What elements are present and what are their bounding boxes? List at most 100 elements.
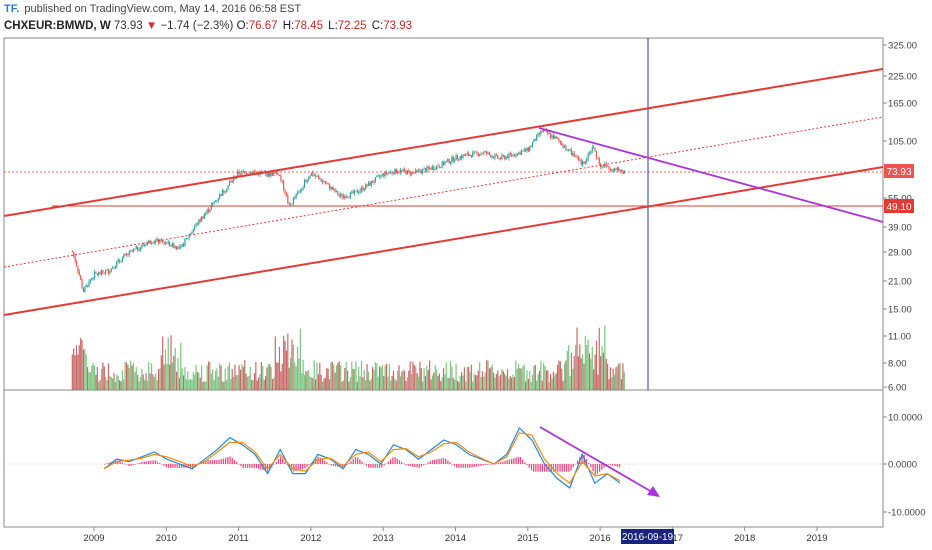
macd-histogram-bar xyxy=(473,464,475,467)
candle-body xyxy=(417,169,420,171)
volume-bar xyxy=(210,373,212,390)
volume-bar xyxy=(491,364,493,390)
volume-bar xyxy=(141,368,143,390)
volume-bar xyxy=(559,361,561,390)
macd-histogram-bar xyxy=(282,458,284,464)
channel-median-line[interactable] xyxy=(3,116,884,268)
time-tick-label: 2012 xyxy=(300,533,321,544)
candle-body xyxy=(321,181,324,182)
volume-bar xyxy=(214,370,217,390)
macd-histogram-bar xyxy=(392,457,394,464)
candle-body xyxy=(93,272,96,279)
macd-histogram-bar xyxy=(308,464,310,465)
price-axis[interactable]: 325.00225.00165.00105.0055.0039.0029.002… xyxy=(883,41,917,394)
volume-bar xyxy=(184,367,186,390)
macd-histogram-bar xyxy=(205,460,207,464)
channel-upper-line[interactable] xyxy=(3,68,884,217)
candle-body xyxy=(303,180,306,188)
volume-bar xyxy=(548,381,550,390)
candle-body xyxy=(360,187,363,191)
candle-body xyxy=(73,251,75,256)
candle-body xyxy=(619,169,621,171)
candle-body xyxy=(184,239,186,247)
macd-histogram-bar xyxy=(451,464,453,465)
candle-body xyxy=(341,194,343,198)
candle-body xyxy=(365,184,367,190)
channel-lower-line[interactable] xyxy=(3,166,884,316)
candle-body xyxy=(192,229,194,232)
volume-bar xyxy=(353,369,356,390)
tradingview-logo[interactable]: TF. xyxy=(4,3,20,15)
candle-body xyxy=(203,214,205,219)
macd-histogram-bar xyxy=(328,463,330,465)
downtrend-line[interactable] xyxy=(538,127,884,223)
candle-body xyxy=(137,246,139,251)
macd-histogram-bar xyxy=(464,464,467,468)
candle-body xyxy=(565,146,567,150)
macd-axis[interactable]: 10.0000 0.0000 -10.0000 xyxy=(883,413,926,519)
volume-bar xyxy=(182,375,185,390)
volume-bar xyxy=(157,369,160,390)
macd-histogram-bar xyxy=(594,464,596,476)
candle-body xyxy=(326,183,328,185)
macd-histogram-bar xyxy=(504,460,506,464)
volume-bar xyxy=(620,379,623,390)
candle-body xyxy=(498,158,500,159)
volume-bar xyxy=(177,357,179,390)
volume-bar xyxy=(384,365,386,390)
macd-histogram-bar xyxy=(480,464,482,466)
volume-bar xyxy=(178,378,180,390)
macd-histogram-bar xyxy=(420,464,423,467)
volume-bar xyxy=(280,371,282,390)
macd-histogram-bar xyxy=(515,457,517,464)
candle-body xyxy=(356,190,358,193)
volume-bar xyxy=(374,362,377,390)
candle-body xyxy=(127,254,129,256)
candle-body xyxy=(355,190,357,192)
volume-bar xyxy=(278,346,281,390)
volume-bar xyxy=(531,374,534,390)
macd-histogram-bar xyxy=(339,464,341,468)
volume-bar xyxy=(466,367,468,390)
volume-bar xyxy=(75,345,78,390)
candle-body xyxy=(561,142,563,146)
macd-histogram-bar xyxy=(581,453,583,464)
candle-body xyxy=(209,209,211,212)
volume-bar xyxy=(433,372,435,390)
symbol-name[interactable]: CHXEUR:BMWD, W xyxy=(4,20,111,32)
macd-histogram-bar xyxy=(359,459,361,464)
volume-bar xyxy=(616,366,618,390)
volume-bar xyxy=(417,376,420,390)
volume-bar xyxy=(340,365,342,390)
candle-body xyxy=(548,133,550,135)
candle-body xyxy=(220,194,222,196)
macd-histogram-bar xyxy=(552,464,555,472)
candle-body xyxy=(415,169,417,173)
candle-body xyxy=(442,161,445,165)
macd-trend-line[interactable] xyxy=(539,426,653,493)
candle-body xyxy=(618,167,620,171)
candle-body xyxy=(223,190,225,193)
candle-body xyxy=(423,168,425,170)
macd-histogram-bar xyxy=(381,464,383,468)
candle-body xyxy=(98,272,100,275)
volume-bar xyxy=(605,358,607,390)
candle-body xyxy=(447,159,449,162)
candle-body xyxy=(522,150,524,152)
candle-body xyxy=(579,159,581,161)
time-axis[interactable]: 2009201020112012201320142015201620172018… xyxy=(83,527,828,544)
macd-histogram-bar xyxy=(431,460,434,464)
volume-bar xyxy=(212,369,214,390)
candle-body xyxy=(455,155,457,161)
candle-body xyxy=(416,169,418,171)
volume-bar xyxy=(556,364,559,390)
volume-bar xyxy=(518,364,520,390)
price-tick-label: 105.00 xyxy=(888,137,917,148)
candle-body xyxy=(77,266,79,272)
candle-body xyxy=(381,173,383,176)
macd-histogram-bar xyxy=(161,464,163,465)
volume-bar xyxy=(221,381,224,390)
candle-body xyxy=(479,154,481,156)
volume-bar xyxy=(481,371,484,390)
